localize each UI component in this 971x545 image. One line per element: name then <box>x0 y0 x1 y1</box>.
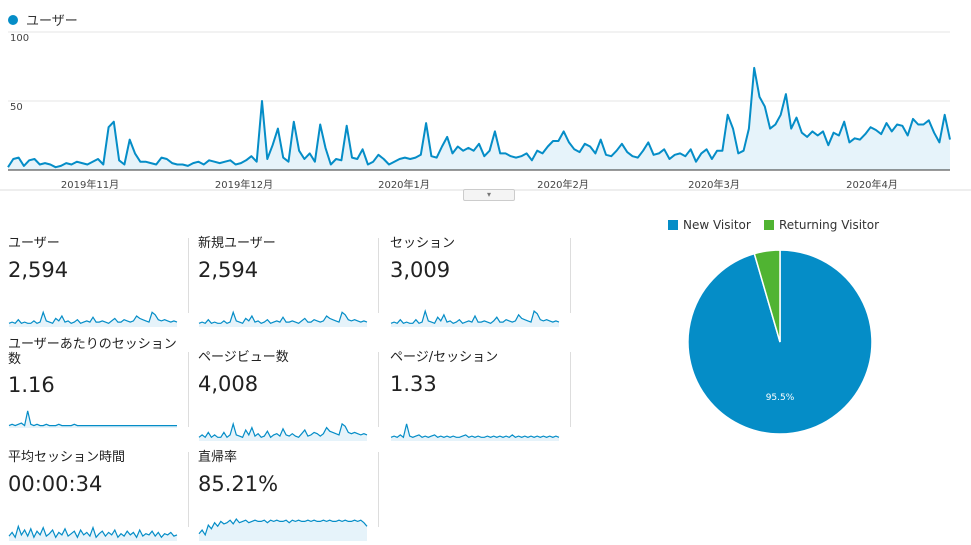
pie-plot-area: 95.5% <box>687 249 873 435</box>
metric-label: 平均セッション時間 <box>8 450 126 465</box>
sparkline-line <box>198 421 368 439</box>
sparkline-area <box>9 410 177 428</box>
legend-swatch <box>668 220 678 230</box>
metric-pages-per-session[interactable]: ページ/セッション 1.33 <box>390 350 570 445</box>
divider <box>378 352 379 427</box>
y-tick-100: 100 <box>10 33 30 44</box>
metric-sessions-per-user[interactable]: ユーザーあたりのセッション数 1.16 <box>8 337 188 432</box>
sparkline-line <box>198 310 368 325</box>
main-plot-area <box>0 31 971 191</box>
metric-sparkline <box>8 524 178 541</box>
series-area <box>8 67 950 170</box>
metric-value: 00:00:34 <box>8 472 103 496</box>
divider <box>188 452 189 527</box>
metric-sparkline <box>198 310 368 327</box>
metric-avg-session-duration[interactable]: 平均セッション時間 00:00:34 <box>8 450 188 545</box>
metric-label: ユーザー <box>8 236 60 251</box>
metric-sparkline <box>8 410 177 428</box>
metric-sparkline <box>390 309 560 327</box>
users-timeseries-chart: ユーザー 100 50 2019年11月 2019年12月 2020年1月 20… <box>0 0 971 201</box>
y-tick-50: 50 <box>10 102 23 113</box>
metric-value: 3,009 <box>390 258 451 282</box>
legend-swatch <box>764 220 774 230</box>
metric-pageviews[interactable]: ページビュー数 4,008 <box>198 350 378 445</box>
x-tick-label: 2020年3月 <box>688 180 740 191</box>
sparkline-line <box>390 309 560 325</box>
metric-users[interactable]: ユーザー 2,594 <box>8 236 188 331</box>
pie-legend-returning[interactable]: Returning Visitor <box>764 218 879 232</box>
x-tick-label: 2020年1月 <box>378 180 430 191</box>
sparkline-line <box>8 410 177 427</box>
divider <box>378 452 379 527</box>
metric-sparkline <box>390 423 560 441</box>
metric-label: 直帰率 <box>198 450 238 465</box>
metric-label: ページビュー数 <box>198 350 289 365</box>
series-line <box>7 66 951 169</box>
main-legend[interactable]: ユーザー <box>8 10 78 29</box>
sparkline-line <box>198 517 368 537</box>
collapse-chart-button[interactable]: ▾ <box>463 189 515 201</box>
legend-label: ユーザー <box>26 14 78 29</box>
divider <box>570 238 571 313</box>
metric-sparkline <box>8 310 178 327</box>
sparkline-line <box>8 310 178 325</box>
sparkline-line <box>390 423 560 439</box>
metric-sparkline <box>198 421 368 441</box>
metric-label: ユーザーあたりのセッション数 <box>8 337 177 367</box>
legend-label: Returning Visitor <box>779 218 880 232</box>
x-tick-label: 2020年2月 <box>537 180 589 191</box>
metric-label: 新規ユーザー <box>198 236 276 251</box>
pie-data-label: 95.5% <box>766 393 795 403</box>
divider <box>570 352 571 427</box>
metric-value: 1.16 <box>8 373 55 397</box>
metric-value: 1.33 <box>390 372 437 396</box>
x-tick-label: 2020年4月 <box>846 180 898 191</box>
sparkline-area <box>391 423 559 441</box>
pie-slice <box>753 249 781 343</box>
legend-dot-icon <box>8 14 18 25</box>
divider <box>188 352 189 427</box>
metric-new-users[interactable]: 新規ユーザー 2,594 <box>198 236 378 331</box>
pie-legend-new[interactable]: New Visitor <box>668 218 751 232</box>
legend-label: New Visitor <box>683 218 751 232</box>
divider <box>378 238 379 313</box>
metric-value: 2,594 <box>198 258 259 282</box>
sparkline-area <box>199 519 367 541</box>
x-tick-label: 2019年12月 <box>214 180 274 191</box>
metric-bounce-rate[interactable]: 直帰率 85.21% <box>198 450 378 545</box>
metric-value: 85.21% <box>198 472 279 496</box>
sparkline-area <box>9 526 177 541</box>
x-tick-label: 2019年11月 <box>60 180 120 191</box>
visitor-type-pie-chart: New Visitor Returning Visitor 95.5% <box>640 210 970 450</box>
sparkline-line <box>8 524 178 539</box>
metric-value: 4,008 <box>198 372 259 396</box>
metric-label: セッション <box>390 236 456 251</box>
metric-sparkline <box>198 517 368 541</box>
metric-value: 2,594 <box>8 258 69 282</box>
metric-sessions[interactable]: セッション 3,009 <box>390 236 570 331</box>
divider <box>188 238 189 313</box>
metric-label: ページ/セッション <box>390 350 499 365</box>
